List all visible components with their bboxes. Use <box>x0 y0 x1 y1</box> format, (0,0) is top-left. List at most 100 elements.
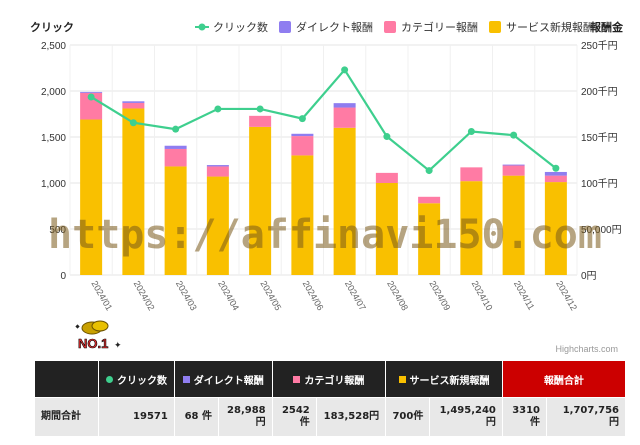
bar-segment <box>502 175 525 275</box>
y-right-tick-label: 200千円 <box>581 86 618 98</box>
y-right-axis-title: 報酬金 <box>590 20 624 34</box>
x-tick-label: 2024/10 <box>470 279 495 312</box>
bar-segment <box>206 166 229 177</box>
click-point <box>87 93 95 101</box>
bar-segment <box>333 103 356 108</box>
legend-swatch-icon <box>279 21 291 33</box>
bar-segment <box>80 119 103 276</box>
bar-segment <box>122 102 145 109</box>
bar-segment <box>80 91 103 93</box>
legend-item[interactable]: クリック数 <box>195 21 268 34</box>
bar-segment <box>291 133 314 137</box>
y-left-tick-label: 1,000 <box>41 179 66 190</box>
y-right-tick-label: 0円 <box>581 271 597 282</box>
legend-swatch-icon <box>384 21 396 33</box>
cell-direct-count: 68 件 <box>173 397 220 437</box>
legend-item[interactable]: サービス新規報酬 <box>489 20 594 34</box>
bar-segment <box>418 196 441 204</box>
bar-segment <box>375 172 398 183</box>
click-line-path <box>90 68 557 173</box>
legend-dot-icon <box>198 23 206 31</box>
header-total: 報酬合計 <box>501 360 627 398</box>
header-clicks: クリック数 <box>98 360 175 398</box>
bar-segment <box>460 181 483 275</box>
bar-segment <box>206 176 229 275</box>
click-point <box>510 131 518 139</box>
click-point <box>425 167 433 175</box>
cell-category-amount: 183,528円 <box>315 397 387 437</box>
chart-gridlines <box>69 44 578 276</box>
bar-segment <box>502 165 525 176</box>
y-left-tick-label: 0 <box>60 271 66 282</box>
x-tick-label: 2024/02 <box>132 279 157 312</box>
bar-segment <box>418 203 441 275</box>
cell-category-count: 2542件 <box>271 397 317 437</box>
bar-segment <box>333 127 356 275</box>
x-tick-label: 2024/01 <box>89 279 114 312</box>
cell-clicks: 19571 <box>98 397 175 437</box>
click-point <box>129 119 137 127</box>
x-tick-label: 2024/11 <box>512 279 537 312</box>
no1-badge-icon: NO.1 ✦ <box>70 318 126 352</box>
bar-segment <box>291 136 314 156</box>
bar-segment <box>122 101 145 103</box>
header-blank <box>33 360 100 398</box>
x-tick-label: 2024/08 <box>385 279 410 312</box>
bar-segment <box>544 175 567 183</box>
cell-total-count: 3310件 <box>501 397 548 437</box>
bar-segment <box>164 166 187 275</box>
bar-segment <box>375 183 398 275</box>
legend-label: サービス新規報酬 <box>506 20 594 34</box>
x-tick-label: 2024/07 <box>343 279 368 312</box>
table-header-row: クリック数 ダイレクト報酬 カテゴリ報酬 サービス新規報酬 報酬合計 <box>33 360 627 398</box>
y-left-tick-label: 1,500 <box>41 133 66 144</box>
summary-table: クリック数 ダイレクト報酬 カテゴリ報酬 サービス新規報酬 報酬合計 期間合計 … <box>33 360 627 437</box>
header-category: カテゴリ報酬 <box>271 360 387 398</box>
legend-label: クリック数 <box>213 21 268 34</box>
y-right-tick-label: 100千円 <box>581 178 618 190</box>
bar-segment <box>333 107 356 128</box>
bar-segment <box>164 148 187 167</box>
credits-link[interactable]: Highcharts.com <box>555 344 618 354</box>
bar-segment <box>164 145 187 149</box>
chart-legend[interactable]: クリック数 ダイレクト報酬 カテゴリー報酬 サービス新規報酬 <box>195 20 594 34</box>
bar-segment <box>249 126 272 275</box>
legend-swatch-icon <box>489 21 501 33</box>
bar-segment <box>291 155 314 275</box>
legend-item[interactable]: カテゴリー報酬 <box>384 20 478 34</box>
chart-click-line <box>87 66 560 175</box>
click-point <box>172 125 180 133</box>
bar-segment <box>206 165 229 167</box>
svg-text:✦: ✦ <box>114 341 122 351</box>
bar-segment <box>460 167 483 182</box>
y-right-tick-label: 50,000円 <box>581 225 622 236</box>
bar-segment <box>544 171 567 176</box>
y-right-tick-label: 150千円 <box>581 132 618 144</box>
y-left-tick-label: 2,500 <box>41 41 66 52</box>
bar-segment <box>122 108 145 275</box>
y-right-tick-label: 250千円 <box>581 40 618 52</box>
legend-label: ダイレクト報酬 <box>296 20 373 34</box>
table-row: 期間合計 19571 68 件 28,988円 2542件 183,528円 7… <box>33 397 626 437</box>
bar-segment <box>544 182 567 275</box>
legend-item[interactable]: ダイレクト報酬 <box>279 20 373 34</box>
cell-service-amount: 1,495,240円 <box>429 397 503 437</box>
x-tick-label: 2024/05 <box>258 279 283 312</box>
direct-marker-icon <box>182 375 190 383</box>
row-label: 期間合計 <box>33 397 100 437</box>
y-left-tick-label: 500 <box>49 225 66 236</box>
bar-segment <box>249 115 272 127</box>
click-point <box>298 115 306 123</box>
cell-direct-amount: 28,988円 <box>218 397 273 437</box>
x-tick-label: 2024/04 <box>216 279 241 312</box>
x-tick-label: 2024/09 <box>427 279 452 312</box>
click-point <box>552 164 560 172</box>
click-point <box>341 66 349 74</box>
badge-text: NO.1 <box>78 336 108 351</box>
chart-bars <box>80 91 567 276</box>
watermark: https://affinavi150.com <box>48 212 602 258</box>
y-left-axis-title: クリック <box>30 21 74 34</box>
rewards-chart: 0 0円 500 50,000円 1,000 100千円 1,500 150千円 2,000 20… <box>30 20 624 312</box>
header-direct: ダイレクト報酬 <box>173 360 273 398</box>
x-tick-label: 2024/03 <box>174 279 199 312</box>
